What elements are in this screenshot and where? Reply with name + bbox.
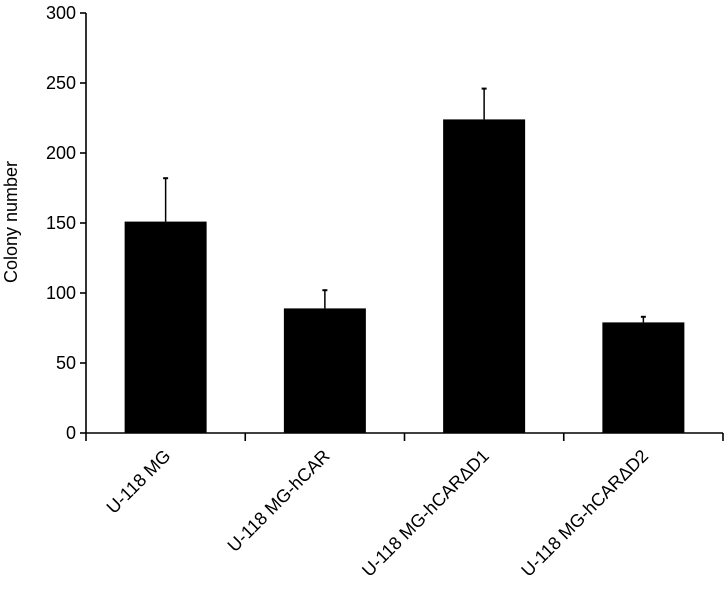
bars-group (124, 87, 685, 434)
bar (602, 322, 685, 433)
x-category-label: U-118 MG-hCARΔD1 (358, 446, 493, 581)
x-axis: U-118 MG U-118 MG-hCAR U-118 MG-hCARΔD1 U-1… (85, 432, 724, 581)
y-axis: 0 50 100 150 200 250 300 (46, 3, 87, 443)
y-tick-label: 200 (46, 143, 76, 163)
x-category-label: U-118 MG (103, 446, 175, 518)
y-tick-label: 50 (56, 353, 76, 373)
x-category-label: U-118 MG-hCAR (224, 446, 334, 556)
y-tick-label: 250 (46, 73, 76, 93)
bar (443, 119, 526, 434)
bar (124, 221, 207, 433)
x-category-label: U-118 MG-hCARΔD2 (517, 446, 652, 581)
y-tick-label: 150 (46, 213, 76, 233)
bar (283, 308, 366, 433)
y-tick-label: 300 (46, 3, 76, 23)
y-axis-title: Colony number (1, 161, 21, 283)
y-tick-label: 0 (66, 423, 76, 443)
y-tick-label: 100 (46, 283, 76, 303)
